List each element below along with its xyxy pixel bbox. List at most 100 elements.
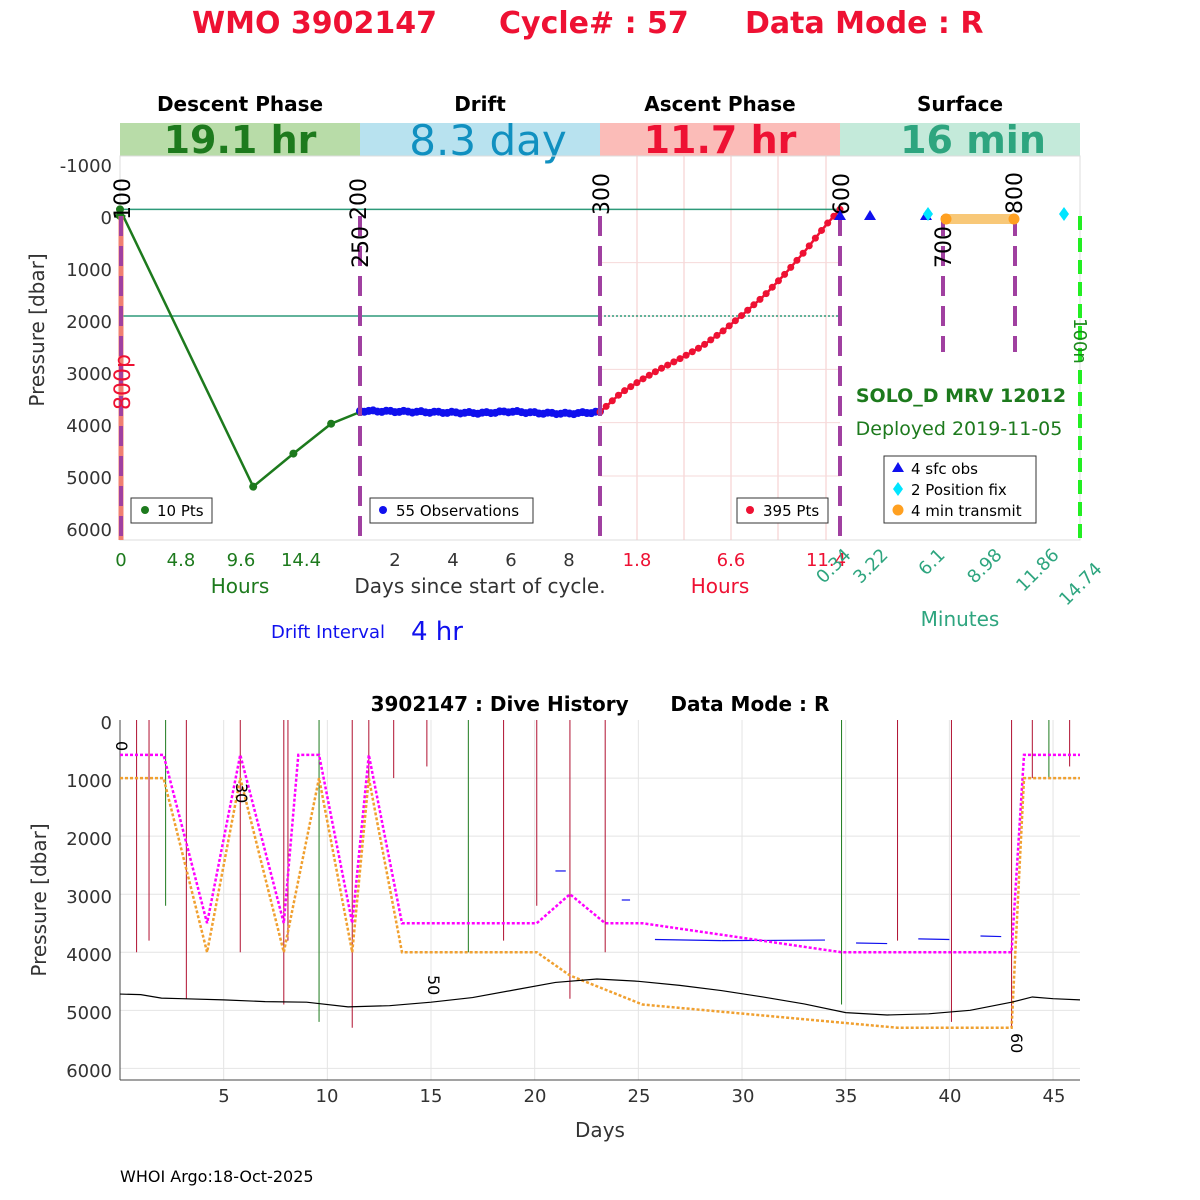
marker-label-100: 100 [111,178,136,220]
drift-segment [654,938,722,942]
dive-series-line [119,978,1081,1016]
position-fix-marker [1059,207,1069,221]
data-point [645,371,653,379]
transmit-marker [1008,213,1020,225]
transmit-marker [940,213,952,225]
ascent-x-label: Hours [691,574,750,598]
data-point [608,397,616,405]
bottom-ticks: 0 1000 2000 3000 4000 5000 6000 5 10 15 … [66,713,1065,1107]
descent-x-tick: 9.6 [227,550,256,571]
top-y-tick: 1000 [66,260,112,281]
phase-duration-surface: 16 min [900,118,1046,162]
top-data [114,205,844,491]
series-line-ascent [599,208,841,413]
data-point [719,327,727,335]
data-point [688,348,696,356]
legend-marker [379,506,387,514]
sfc-obs-marker [864,210,876,220]
data-point [670,358,678,366]
bottom-x-tick: 45 [1043,1086,1066,1107]
cycle-label: 60 [1007,1033,1026,1053]
title-wmo: WMO 3902147 [192,6,437,41]
surface-x-tick: 6.1 [914,545,949,580]
drift-segment [721,939,825,942]
descent-x-tick: 4.8 [167,550,196,571]
bottom-x-tick: 20 [524,1086,547,1107]
marker-labels: 100 200 250 300 600 700 800 800p 100n [111,172,1090,410]
data-point [836,205,844,213]
series-line-descent [118,208,361,489]
data-point [713,331,721,339]
data-point [768,283,776,291]
drift-interval-label: Drift Interval [271,622,385,643]
marker-label-800p: 800p [111,354,136,410]
bottom-x-tick: 30 [732,1086,755,1107]
title-cycle: Cycle# : 57 [499,6,689,41]
data-point [701,340,709,348]
figure-title: WMO 3902147 Cycle# : 57 Data Mode : R [192,6,983,41]
surface-x-tick: 8.98 [963,545,1006,588]
data-point [664,361,672,369]
data-point [707,336,715,344]
phase-duration-descent: 19.1 hr [164,118,317,162]
descent-x-tick: 0 [115,550,126,571]
phase-band-descent [120,123,360,156]
descent-x-tick: 14.4 [281,550,321,571]
surface-symbols [834,207,1069,225]
bottom-y-tick: 5000 [66,1003,112,1024]
top-y-tick: 3000 [66,364,112,385]
marker-label-100n: 100n [1069,318,1090,364]
bottom-x-tick: 25 [628,1086,651,1107]
phase-name-surface: Surface [917,92,1003,116]
surface-x-tick: 3.22 [849,545,892,588]
data-point [793,256,801,264]
ascent-x-tick: 1.8 [623,550,652,571]
marker-label-600: 600 [830,173,855,215]
bottom-y-tick: 6000 [66,1061,112,1082]
data-point [811,234,819,242]
bottom-data [119,720,1081,1029]
data-point [725,322,733,330]
bottom-x-tick: 5 [218,1086,229,1107]
marker-label-300: 300 [590,173,615,215]
legend-descent: 10 Pts [130,497,213,524]
float-name: SOLO_D MRV 12012 [856,385,1066,407]
legend-text-drift: 55 Observations [396,502,519,520]
bottom-x-label: Days [575,1118,625,1142]
phase-name-ascent: Ascent Phase [644,92,795,116]
phase-markers [118,216,1082,540]
dive-series-line [120,753,1080,954]
data-point [621,387,629,395]
data-point [627,383,635,391]
data-point [249,482,258,491]
drift-segment [856,942,888,945]
drift-x-tick: 6 [505,550,516,571]
top-y-tick: -1000 [60,156,112,177]
data-point [327,419,336,428]
data-point [651,368,659,376]
data-point [805,242,813,250]
drift-interval-value: 4 hr [411,617,463,647]
bottom-grid [119,720,1080,1081]
data-point [781,270,789,278]
bottom-y-label: Pressure [dbar] [27,823,51,976]
data-point [756,295,764,303]
data-point [289,449,298,458]
phase-duration-ascent: 11.7 hr [644,118,797,162]
deployed-date: Deployed 2019-11-05 [856,418,1063,440]
data-point [682,351,690,359]
data-point [799,249,807,257]
data-point [738,312,746,320]
marker-label-800: 800 [1003,172,1028,214]
triangle-icon [892,462,904,472]
phase-name-descent: Descent Phase [157,92,323,116]
marker-label-200: 200 [347,178,372,220]
data-point [744,306,752,314]
phase-band-ascent [600,123,840,156]
marker-label-700: 700 [932,226,957,268]
top-y-axis: Pressure [dbar] -1000 0 1000 2000 3000 4… [25,156,112,541]
surface-x-tick: 14.74 [1055,559,1106,610]
phase-band-drift [360,123,600,156]
data-point [824,219,832,227]
phase-duration-drift: 8.3 day [409,116,566,165]
